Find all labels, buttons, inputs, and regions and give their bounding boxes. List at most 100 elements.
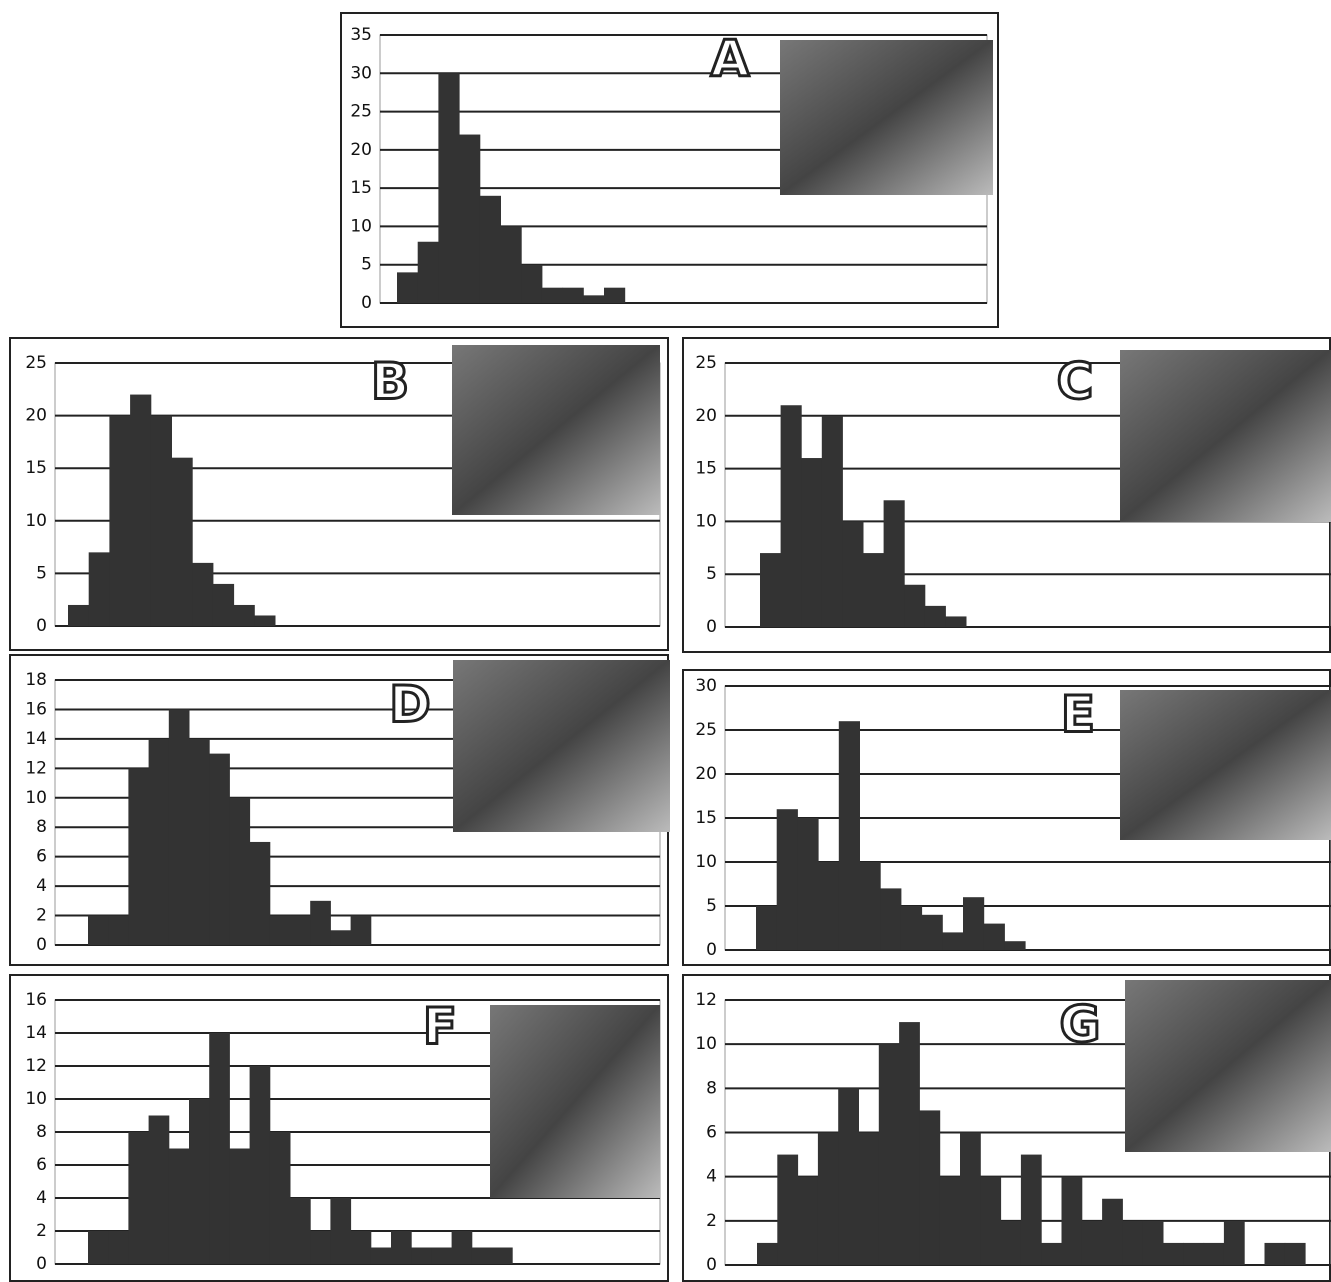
- y-tick-label: 6: [706, 1123, 717, 1143]
- bar: [149, 1116, 170, 1265]
- bar: [942, 932, 963, 950]
- bar: [418, 242, 439, 303]
- bar: [960, 1133, 981, 1266]
- bar: [108, 916, 129, 945]
- bar: [250, 842, 271, 945]
- micrograph: [1120, 350, 1331, 522]
- bar: [397, 272, 418, 303]
- y-tick-label: 0: [706, 1255, 717, 1275]
- micrograph: [452, 345, 660, 515]
- bar: [1183, 1243, 1204, 1265]
- bar: [459, 135, 480, 303]
- y-tick-label: 0: [706, 940, 717, 960]
- bar: [151, 416, 172, 626]
- bar: [411, 1248, 432, 1265]
- y-tick-label: 30: [350, 63, 372, 83]
- y-tick-label: 2: [706, 1211, 717, 1231]
- panel-title: F: [423, 998, 457, 1056]
- bar: [801, 458, 822, 627]
- y-tick-label: 10: [25, 511, 47, 531]
- y-tick-label: 10: [350, 216, 372, 236]
- y-tick-label: 25: [695, 720, 717, 740]
- y-tick-label: 5: [706, 896, 717, 916]
- y-tick-label: 15: [695, 459, 717, 479]
- y-tick-label: 5: [361, 255, 372, 275]
- y-tick-label: 20: [695, 406, 717, 426]
- y-tick-label: 20: [25, 406, 47, 426]
- bar: [760, 553, 781, 627]
- bar: [189, 739, 210, 945]
- bar: [818, 1133, 839, 1266]
- y-tick-label: 14: [25, 1023, 47, 1043]
- panel-title: C: [1057, 353, 1094, 411]
- bar: [108, 1231, 129, 1264]
- y-tick-label: 12: [25, 758, 47, 778]
- y-tick-label: 5: [706, 564, 717, 584]
- bar: [68, 605, 89, 626]
- y-tick-label: 8: [706, 1078, 717, 1098]
- bar: [1224, 1221, 1245, 1265]
- bar: [472, 1248, 493, 1265]
- y-tick-label: 0: [361, 293, 372, 313]
- bar: [842, 521, 863, 627]
- bar: [128, 768, 149, 945]
- bar: [757, 1243, 778, 1265]
- bar: [777, 1155, 798, 1265]
- bar: [1122, 1221, 1143, 1265]
- bar: [922, 915, 943, 950]
- bar: [192, 563, 213, 626]
- bar: [501, 226, 522, 303]
- y-tick-label: 8: [36, 817, 47, 837]
- bar: [1082, 1221, 1103, 1265]
- bar: [234, 605, 255, 626]
- bar: [189, 1099, 210, 1264]
- micrograph: [1120, 690, 1331, 840]
- bar: [88, 1231, 109, 1264]
- bar: [310, 901, 331, 945]
- y-tick-label: 4: [706, 1167, 717, 1187]
- bar: [859, 1133, 880, 1266]
- bar: [899, 1022, 920, 1265]
- panel-title: A: [711, 30, 750, 88]
- bar: [172, 458, 193, 626]
- bar: [128, 1132, 149, 1264]
- bar: [330, 930, 351, 945]
- bar: [229, 798, 250, 945]
- y-tick-label: 2: [36, 1221, 47, 1241]
- y-tick-label: 10: [695, 511, 717, 531]
- y-tick-label: 4: [36, 876, 47, 896]
- bar: [1204, 1243, 1225, 1265]
- micrograph: [490, 1005, 660, 1198]
- bar: [89, 552, 110, 626]
- bar: [1021, 1155, 1042, 1265]
- y-tick-label: 6: [36, 847, 47, 867]
- bar: [209, 754, 230, 945]
- y-tick-label: 20: [350, 140, 372, 160]
- bar: [1001, 1221, 1022, 1265]
- bar: [901, 906, 922, 950]
- bar: [880, 888, 901, 950]
- y-tick-label: 25: [350, 102, 372, 122]
- y-tick-label: 20: [695, 764, 717, 784]
- y-tick-label: 6: [36, 1155, 47, 1175]
- bar: [1285, 1243, 1306, 1265]
- y-tick-label: 8: [36, 1122, 47, 1142]
- bar: [438, 73, 459, 303]
- bar: [604, 288, 625, 303]
- bar: [777, 809, 798, 950]
- bar: [452, 1231, 473, 1264]
- y-tick-label: 30: [695, 676, 717, 696]
- y-tick-label: 0: [706, 617, 717, 637]
- panel-title: D: [389, 676, 431, 734]
- bar: [818, 862, 839, 950]
- bar: [391, 1231, 412, 1264]
- panel-title: G: [1059, 996, 1100, 1054]
- bar: [963, 897, 984, 950]
- bar: [798, 1177, 819, 1265]
- bar: [1041, 1243, 1062, 1265]
- bar: [925, 606, 946, 627]
- bar: [797, 818, 818, 950]
- y-tick-label: 10: [25, 788, 47, 808]
- bar: [310, 1231, 331, 1264]
- bar: [756, 906, 777, 950]
